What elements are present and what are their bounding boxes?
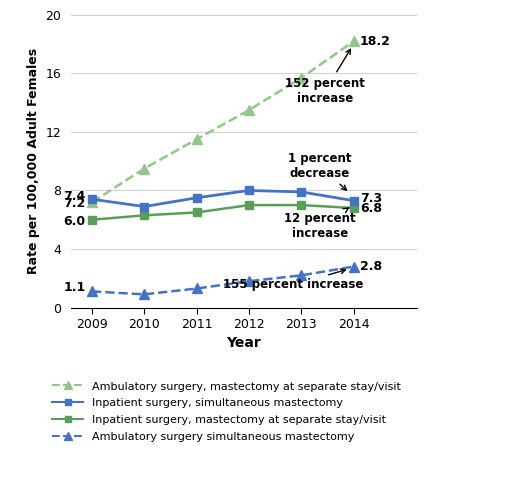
Text: 6.8: 6.8	[360, 202, 382, 215]
Text: 7.3: 7.3	[360, 192, 382, 205]
Text: 155 percent increase: 155 percent increase	[224, 269, 364, 291]
Text: 18.2: 18.2	[360, 35, 391, 48]
Text: 7.4: 7.4	[64, 190, 86, 203]
Text: 152 percent
increase: 152 percent increase	[285, 49, 365, 105]
Text: 12 percent
increase: 12 percent increase	[284, 208, 356, 241]
Text: 2.8: 2.8	[360, 260, 382, 273]
X-axis label: Year: Year	[227, 336, 261, 351]
Text: 1.1: 1.1	[64, 281, 86, 294]
Text: 6.0: 6.0	[64, 215, 86, 229]
Text: 1 percent
decrease: 1 percent decrease	[288, 152, 352, 190]
Text: 7.2: 7.2	[64, 197, 86, 210]
Y-axis label: Rate per 100,000 Adult Females: Rate per 100,000 Adult Females	[27, 48, 40, 274]
Legend: Ambulatory surgery, mastectomy at separate stay/visit, Inpatient surgery, simult: Ambulatory surgery, mastectomy at separa…	[49, 377, 404, 445]
